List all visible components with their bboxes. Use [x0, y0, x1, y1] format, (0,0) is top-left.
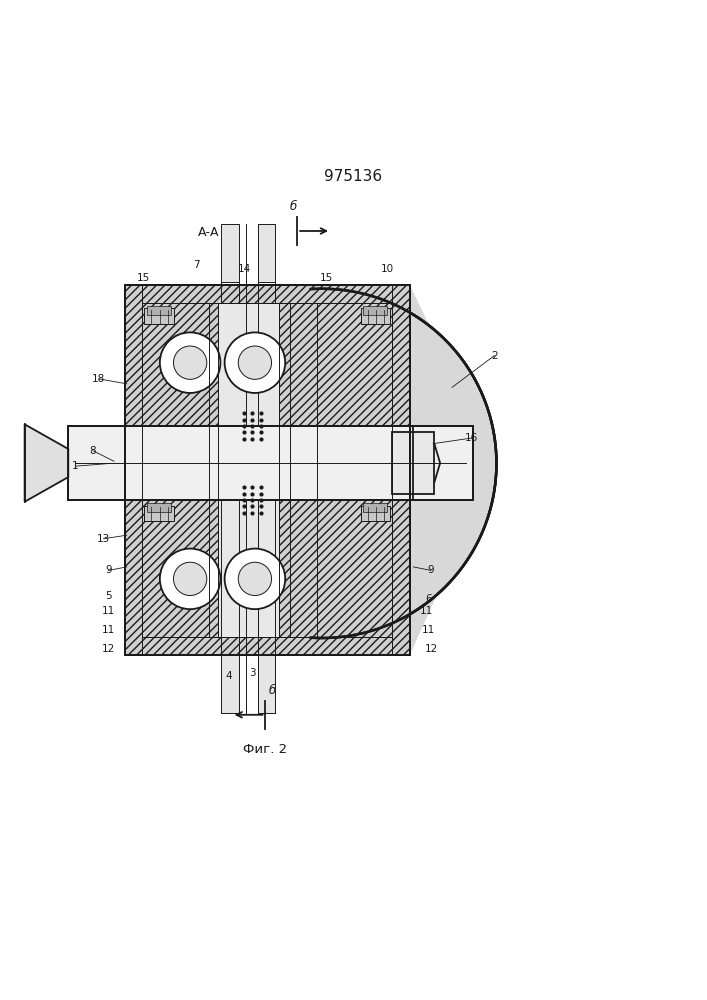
Bar — [361, 506, 390, 521]
Bar — [392, 285, 410, 655]
Circle shape — [173, 562, 206, 596]
Bar — [361, 308, 390, 324]
Text: 11: 11 — [102, 625, 115, 635]
Bar — [218, 500, 279, 637]
Bar — [147, 306, 171, 315]
Bar — [279, 303, 392, 426]
Text: 11: 11 — [422, 625, 436, 635]
Text: 8: 8 — [90, 446, 96, 456]
Circle shape — [225, 332, 285, 393]
Text: А-А: А-А — [198, 226, 220, 239]
Text: 3: 3 — [250, 668, 256, 678]
Text: 14: 14 — [238, 264, 251, 274]
Text: 6: 6 — [425, 594, 431, 604]
Polygon shape — [124, 463, 496, 655]
Text: 15: 15 — [320, 273, 334, 283]
Text: 11: 11 — [420, 606, 433, 616]
Text: 18: 18 — [92, 374, 105, 384]
Text: 2: 2 — [491, 351, 498, 361]
Bar — [69, 426, 473, 500]
Bar — [218, 303, 279, 426]
Text: Фиг. 2: Фиг. 2 — [243, 743, 288, 756]
Bar — [221, 224, 239, 282]
Text: 12: 12 — [102, 644, 115, 654]
Text: 11: 11 — [102, 606, 115, 616]
Bar — [221, 655, 239, 713]
Circle shape — [173, 346, 206, 379]
Bar — [69, 426, 473, 500]
Text: б: б — [269, 684, 276, 697]
Bar — [258, 655, 275, 713]
Bar — [124, 637, 410, 655]
Bar — [147, 503, 171, 512]
Circle shape — [147, 289, 496, 638]
Text: 4: 4 — [226, 671, 232, 681]
Bar — [144, 506, 174, 521]
Circle shape — [225, 549, 285, 609]
Bar — [258, 224, 275, 282]
Circle shape — [160, 549, 221, 609]
Circle shape — [160, 332, 221, 393]
Bar — [363, 503, 387, 512]
Bar — [144, 308, 174, 324]
Bar — [124, 285, 142, 655]
Bar — [124, 285, 410, 303]
Bar — [124, 285, 410, 655]
Text: 9: 9 — [105, 565, 112, 575]
Bar — [142, 303, 218, 426]
Text: 9: 9 — [428, 565, 434, 575]
Text: 975136: 975136 — [325, 169, 382, 184]
Bar — [363, 306, 387, 315]
Bar — [392, 432, 435, 494]
Polygon shape — [124, 285, 496, 463]
Circle shape — [238, 562, 271, 596]
Bar — [124, 285, 410, 655]
Polygon shape — [25, 424, 69, 502]
Bar — [279, 500, 392, 637]
Text: 15: 15 — [137, 273, 151, 283]
Text: б: б — [290, 200, 297, 213]
Text: 1: 1 — [72, 461, 78, 471]
Bar — [142, 500, 218, 637]
Text: 12: 12 — [424, 644, 438, 654]
Text: 16: 16 — [465, 433, 479, 443]
Text: 10: 10 — [381, 264, 394, 274]
Text: 7: 7 — [193, 260, 200, 270]
Text: 5: 5 — [105, 591, 112, 601]
Text: 13: 13 — [97, 534, 110, 544]
Polygon shape — [410, 285, 496, 655]
Circle shape — [238, 346, 271, 379]
Bar — [124, 285, 410, 655]
